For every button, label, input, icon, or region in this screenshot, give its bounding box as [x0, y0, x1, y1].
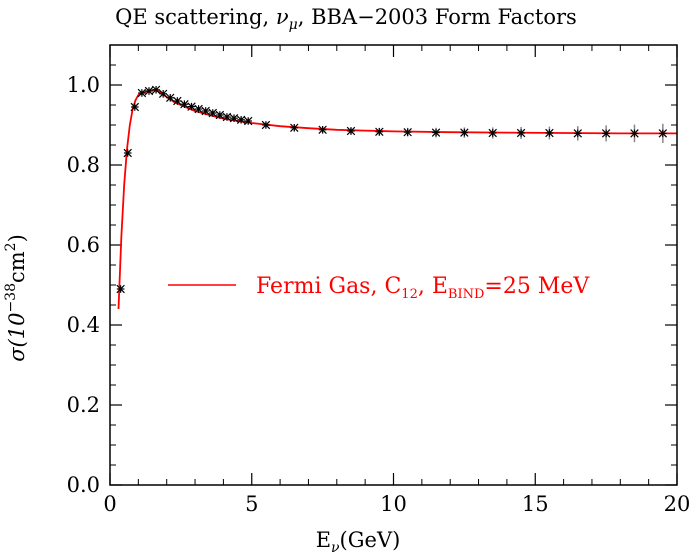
y-tick-label: 0.8 — [67, 153, 100, 177]
data-point-marker — [166, 93, 175, 103]
data-point-marker — [144, 86, 154, 96]
x-tick-label: 10 — [380, 492, 407, 516]
data-point-marker — [123, 148, 132, 158]
legend: Fermi Gas, C12, EBIND=25 MeV — [168, 274, 590, 302]
data-point-marker — [130, 102, 140, 112]
data-point-marker — [201, 106, 210, 116]
x-tick-label: 0 — [103, 492, 116, 516]
data-point-marker — [573, 129, 582, 138]
x-axis-label: Eν(GeV) — [316, 528, 401, 556]
x-tick-label: 20 — [664, 492, 691, 516]
data-point-marker — [229, 113, 239, 123]
data-point-marker — [290, 123, 299, 133]
data-point-marker — [158, 89, 168, 99]
data-point-marker — [516, 128, 526, 138]
data-point-marker — [243, 116, 253, 126]
data-point-marker — [403, 127, 412, 137]
data-point-marker — [194, 104, 203, 114]
data-point-marker — [601, 129, 611, 138]
data-point-marker — [137, 88, 147, 98]
data-point-marker — [173, 96, 182, 106]
x-tick-label: 5 — [245, 492, 258, 516]
y-tick-label: 1.0 — [67, 73, 100, 97]
data-point-marker — [658, 129, 668, 138]
data-point-marker — [261, 120, 271, 130]
data-point-marker — [180, 99, 189, 109]
data-point-marker — [460, 128, 469, 137]
data-point-marker — [545, 128, 554, 138]
data-point-marker — [318, 125, 327, 135]
y-tick-label: 0.0 — [67, 473, 100, 497]
data-point-marker — [151, 85, 161, 95]
data-point-marker — [187, 102, 196, 111]
data-point-marker — [116, 284, 125, 294]
y-axis-label: σ(10−38cm2) — [3, 234, 29, 362]
data-point-marker — [236, 115, 246, 125]
data-point-marker — [215, 110, 225, 120]
data-point-marker — [375, 127, 384, 137]
y-tick-label: 0.2 — [67, 393, 100, 417]
chart-title: QE scattering, νμ, BBA−2003 Form Factors — [115, 5, 577, 33]
x-tick-label: 15 — [522, 492, 549, 516]
data-point-marker — [222, 112, 232, 122]
legend-label: Fermi Gas, C12, EBIND=25 MeV — [256, 274, 590, 302]
plot-frame — [109, 44, 678, 486]
y-tick-label: 0.4 — [67, 313, 100, 337]
y-tick-label: 0.6 — [67, 233, 100, 257]
data-point-marker — [346, 126, 356, 136]
data-point-marker — [488, 128, 497, 138]
data-point-marker — [208, 108, 217, 118]
data-point-marker — [431, 128, 441, 137]
data-point-marker — [630, 129, 639, 138]
